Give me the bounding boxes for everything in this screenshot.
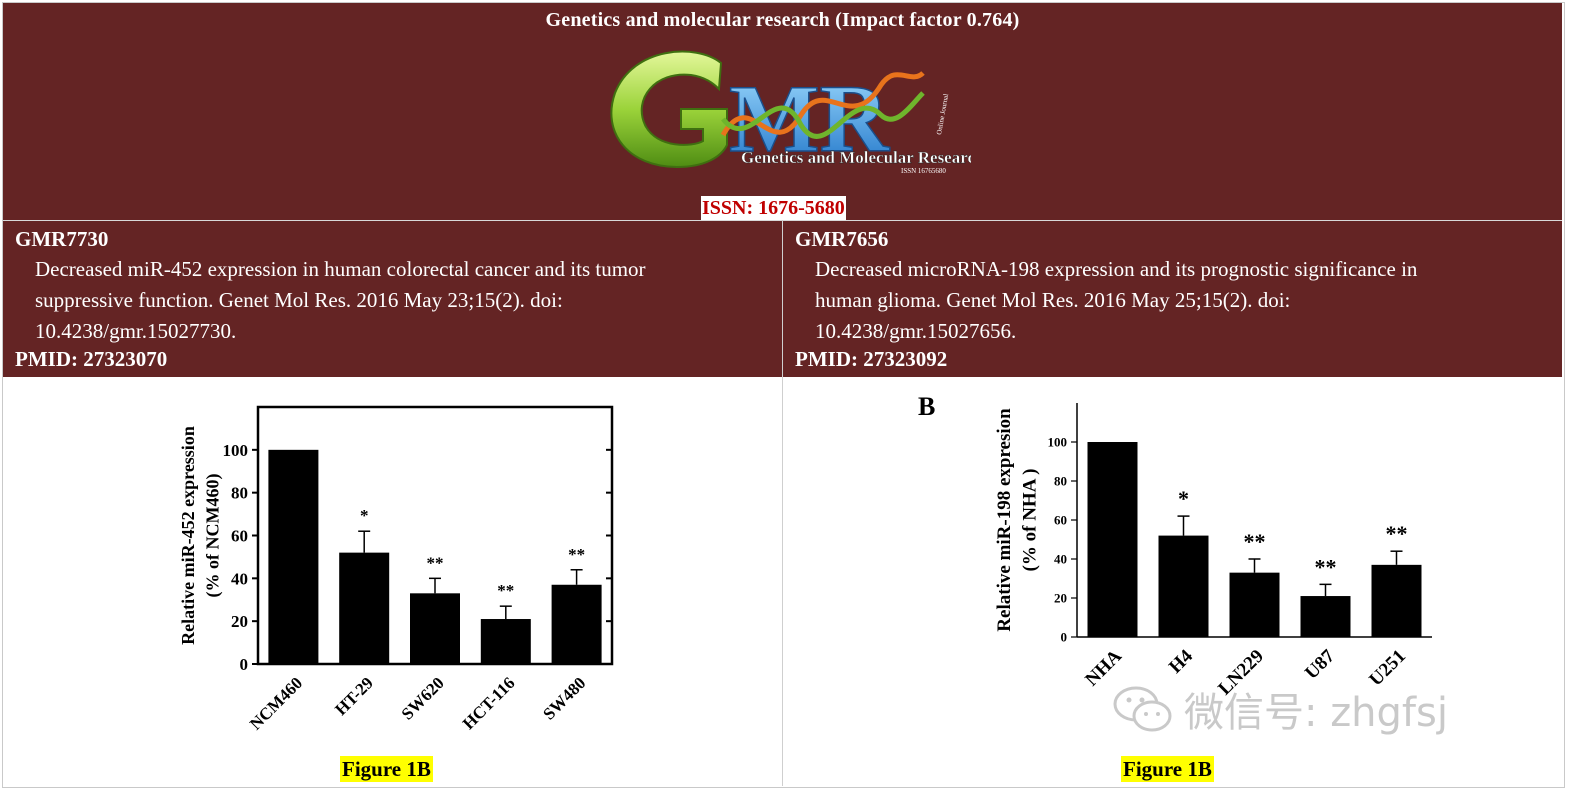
significance-mark: ** xyxy=(1315,554,1337,579)
bar xyxy=(339,552,390,664)
panel-label: B xyxy=(918,392,935,421)
significance-mark: ** xyxy=(568,545,585,564)
bar xyxy=(268,449,319,664)
wechat-icon xyxy=(1113,686,1172,732)
x-tick-label: U87 xyxy=(1301,645,1339,683)
article-info-right: GMR7656 Decreased microRNA-198 expressio… xyxy=(783,221,1562,377)
article-id: GMR7656 xyxy=(795,227,889,251)
bar xyxy=(1087,442,1138,637)
significance-mark: ** xyxy=(497,581,514,600)
pmid-value: 27323092 xyxy=(863,347,948,371)
logo-letters-mr: MR xyxy=(729,65,891,172)
y-tick-label: 40 xyxy=(231,569,248,588)
article-info-left: GMR7730 Decreased miR-452 expression in … xyxy=(3,221,782,377)
citation-line: Decreased microRNA-198 expression and it… xyxy=(815,257,1418,281)
chart-mir452: 0 20 40 60 80 100 NCM460 * HT-29 ** SW620 ** HCT-116… xyxy=(178,405,614,734)
watermark: 微信号: zhgfsj xyxy=(1112,680,1448,738)
significance-mark: * xyxy=(1178,486,1189,511)
issn-badge: ISSN: 1676-5680 xyxy=(701,196,846,221)
significance-mark: ** xyxy=(427,553,444,572)
article-id: GMR7730 xyxy=(15,227,109,251)
bar xyxy=(410,593,460,664)
logo-issn-small: ISSN 16765680 xyxy=(901,167,946,175)
y-axis-sublabel: (% of NHA ) xyxy=(1020,469,1041,572)
x-tick-label: SW620 xyxy=(398,673,448,723)
x-tick-label: HT-29 xyxy=(331,673,377,719)
bar xyxy=(1158,535,1209,637)
journal-header: Genetics and molecular research (Impact … xyxy=(3,3,1562,221)
article-pmid: PMID: 27323092 xyxy=(795,347,947,372)
article-citation: Decreased microRNA-198 expression and it… xyxy=(815,254,1417,347)
pmid-label: PMID: xyxy=(795,347,864,371)
pmid-value: 27323070 xyxy=(83,347,168,371)
y-tick-label: 0 xyxy=(1061,630,1068,645)
bar xyxy=(1229,572,1280,637)
significance-mark: ** xyxy=(1244,529,1266,554)
pmid-label: PMID: xyxy=(15,347,84,371)
y-tick-label: 40 xyxy=(1054,552,1067,567)
y-tick-label: 20 xyxy=(231,612,248,631)
logo-online: Online Journal xyxy=(935,93,950,135)
y-axis-label: Relative miR-198 expresion xyxy=(994,408,1015,632)
figure-label-left: Figure 1B xyxy=(340,756,433,782)
citation-line: human glioma. Genet Mol Res. 2016 May 25… xyxy=(815,288,1291,312)
bar xyxy=(1300,596,1351,637)
x-tick-label: NCM460 xyxy=(246,673,306,733)
y-tick-label: 100 xyxy=(223,441,249,460)
y-axis-label: Relative miR-452 expression xyxy=(178,426,198,645)
y-tick-label: 100 xyxy=(1048,435,1068,450)
y-tick-label: 20 xyxy=(1054,591,1067,606)
chart-mir198: 020406080100NHA*H4**LN229**U87**U251Rela… xyxy=(918,392,1432,699)
y-tick-label: 80 xyxy=(231,484,248,503)
divider-vertical xyxy=(782,220,783,786)
x-tick-label: H4 xyxy=(1165,645,1197,677)
citation-line: 10.4238/gmr.15027656. xyxy=(815,319,1017,343)
figure-label-right: Figure 1B xyxy=(1121,756,1214,782)
bar xyxy=(551,584,602,664)
x-tick-label: HCT-116 xyxy=(459,673,519,733)
bar xyxy=(1371,564,1422,637)
y-tick-label: 60 xyxy=(1054,513,1067,528)
citation-line: 10.4238/gmr.15027730. xyxy=(35,319,237,343)
article-pmid: PMID: 27323070 xyxy=(15,347,167,372)
y-axis-sublabel: (% of NCM460) xyxy=(202,474,223,598)
bar xyxy=(480,619,531,664)
y-tick-label: 0 xyxy=(240,655,249,674)
citation-line: Decreased miR-452 expression in human co… xyxy=(35,257,646,281)
y-tick-label: 80 xyxy=(1054,474,1067,489)
x-tick-label: SW480 xyxy=(539,673,589,723)
article-citation: Decreased miR-452 expression in human co… xyxy=(35,254,646,347)
gmr-logo: MR Genetics and Molecular Research ISSN … xyxy=(610,50,971,175)
citation-line: suppressive function. Genet Mol Res. 201… xyxy=(35,288,563,312)
y-tick-label: 60 xyxy=(231,526,248,545)
watermark-text: 微信号: zhgfsj xyxy=(1184,690,1448,736)
journal-title: Genetics and molecular research (Impact … xyxy=(545,9,1020,31)
significance-mark: ** xyxy=(1386,521,1408,546)
significance-mark: * xyxy=(360,506,369,525)
logo-subtitle: Genetics and Molecular Research xyxy=(741,148,971,167)
